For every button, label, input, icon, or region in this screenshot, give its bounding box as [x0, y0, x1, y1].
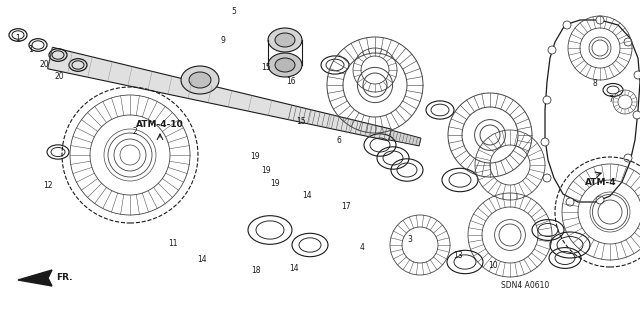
Circle shape — [596, 16, 604, 24]
Polygon shape — [18, 270, 52, 286]
Ellipse shape — [268, 28, 302, 52]
Text: 1: 1 — [28, 45, 33, 54]
Text: 5: 5 — [231, 7, 236, 16]
Text: 6: 6 — [337, 136, 342, 145]
Text: 14: 14 — [302, 191, 312, 200]
Circle shape — [634, 71, 640, 79]
Text: 8: 8 — [593, 79, 598, 88]
Circle shape — [541, 138, 549, 146]
Text: 3: 3 — [407, 236, 412, 244]
Circle shape — [596, 196, 604, 204]
Polygon shape — [389, 130, 421, 146]
Text: 14: 14 — [289, 264, 300, 273]
Circle shape — [543, 96, 551, 104]
Text: 13: 13 — [452, 252, 463, 260]
Text: 12: 12 — [44, 181, 52, 190]
Circle shape — [633, 111, 640, 119]
Text: 14: 14 — [196, 255, 207, 264]
Text: 20: 20 — [54, 72, 64, 81]
Ellipse shape — [275, 33, 295, 47]
Text: 19: 19 — [260, 166, 271, 175]
Text: 16: 16 — [286, 77, 296, 86]
Circle shape — [624, 154, 632, 162]
Circle shape — [566, 198, 574, 206]
Text: SDN4 A0610: SDN4 A0610 — [501, 281, 549, 290]
Ellipse shape — [181, 66, 219, 94]
Ellipse shape — [268, 53, 302, 77]
Circle shape — [624, 38, 632, 46]
Text: 19: 19 — [270, 179, 280, 188]
Text: 10: 10 — [488, 261, 498, 270]
Text: 19: 19 — [250, 152, 260, 161]
Polygon shape — [47, 47, 391, 141]
Circle shape — [543, 174, 551, 182]
Text: FR.: FR. — [56, 274, 72, 283]
Text: 2: 2 — [132, 127, 137, 136]
Text: 7: 7 — [609, 95, 614, 104]
Text: 17: 17 — [340, 202, 351, 211]
Ellipse shape — [275, 58, 295, 72]
Text: 20: 20 — [40, 60, 50, 68]
Text: ATM-4: ATM-4 — [585, 178, 616, 187]
Ellipse shape — [189, 72, 211, 88]
Text: 15: 15 — [296, 117, 306, 126]
Text: 15: 15 — [260, 63, 271, 72]
Text: 18: 18 — [252, 266, 260, 275]
Text: ATM-4-10: ATM-4-10 — [136, 119, 184, 129]
Text: 11: 11 — [168, 239, 177, 248]
Text: 9: 9 — [220, 36, 225, 44]
Circle shape — [563, 21, 571, 29]
Circle shape — [548, 46, 556, 54]
Text: 4: 4 — [359, 244, 364, 252]
Text: 1: 1 — [15, 34, 20, 43]
